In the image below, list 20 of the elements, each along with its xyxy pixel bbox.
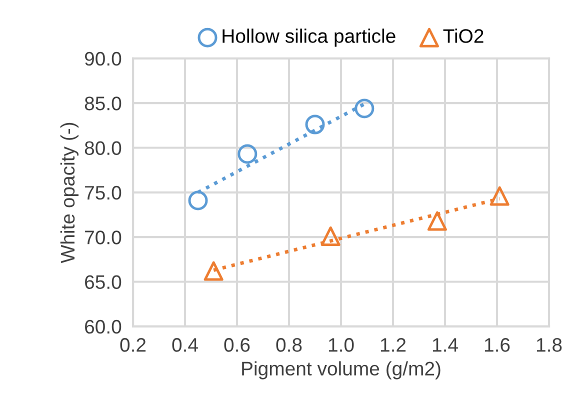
legend-label: Hollow silica particle bbox=[222, 28, 396, 47]
x-tick-label: 1.2 bbox=[380, 338, 406, 352]
x-tick-label: 1.0 bbox=[328, 338, 354, 352]
x-tick-label: 0.4 bbox=[172, 338, 198, 352]
y-tick-label: 65.0 bbox=[85, 275, 122, 289]
x-tick-label: 1.8 bbox=[536, 338, 562, 352]
x-tick-label: 1.6 bbox=[484, 338, 510, 352]
x-tick-label: 0.6 bbox=[224, 338, 250, 352]
legend-label: TiO2 bbox=[443, 28, 484, 43]
y-tick-label: 70.0 bbox=[85, 230, 122, 244]
x-tick-label: 0.2 bbox=[120, 338, 146, 352]
x-tick-label: 0.8 bbox=[276, 338, 302, 352]
y-tick-label: 75.0 bbox=[85, 186, 122, 200]
y-tick-label: 85.0 bbox=[84, 96, 122, 110]
y-tick-label: 60.0 bbox=[85, 320, 122, 334]
y-axis-title: White opacity (-) bbox=[60, 122, 79, 264]
y-tick-label: 90.0 bbox=[84, 52, 122, 66]
y-tick-label: 80.0 bbox=[84, 141, 122, 156]
x-axis-title: Pigment volume (g/m2) bbox=[242, 361, 440, 380]
x-tick-label: 1.4 bbox=[432, 338, 458, 352]
